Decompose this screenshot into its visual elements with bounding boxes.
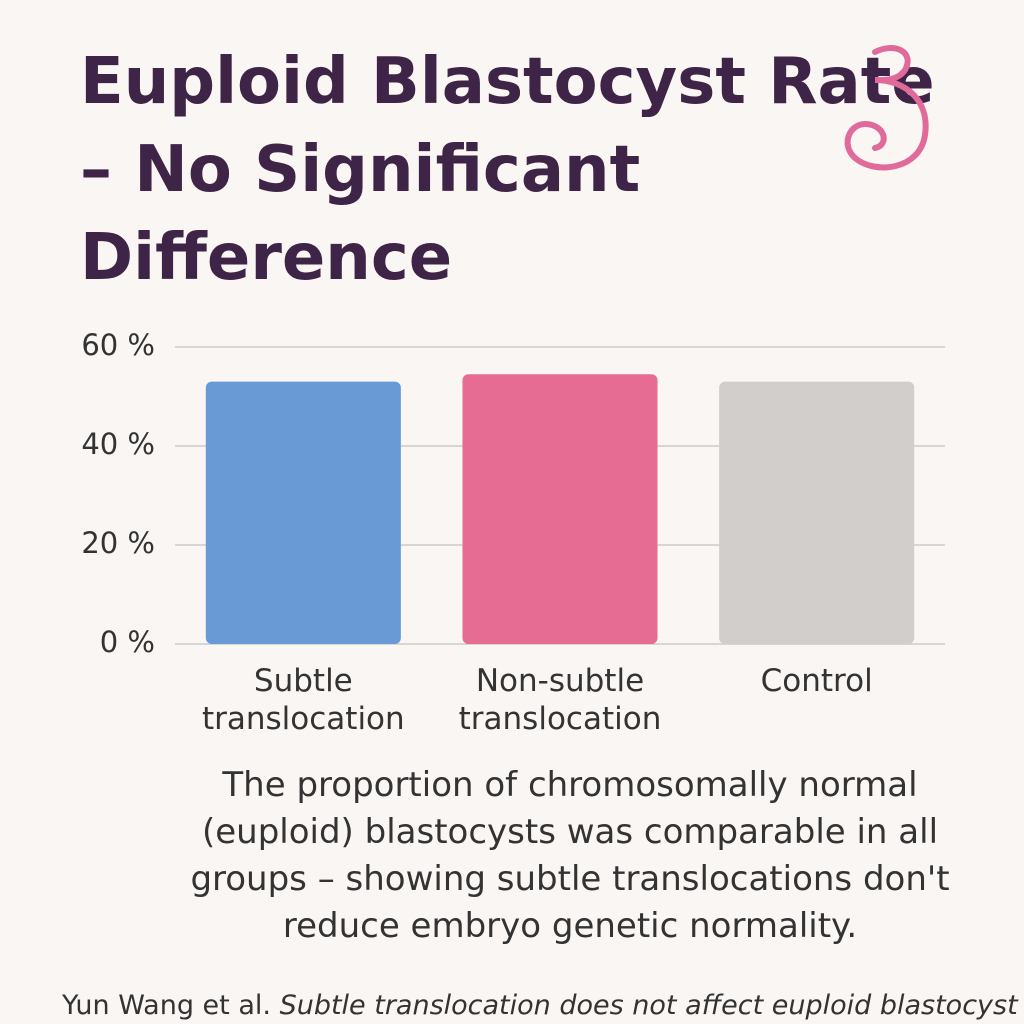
caption: The proportion of chromosomally normal (…	[190, 765, 950, 946]
y-tick-label: 60 %	[81, 328, 155, 362]
bar	[205, 381, 401, 644]
chart: 0 % 20 % 40 % 60 %	[81, 328, 945, 659]
y-tick-label: 0 %	[100, 625, 155, 659]
x-tick-label: Subtle translocation	[201, 663, 405, 737]
chart-title: Euploid Blastocyst Rate – No Significant…	[80, 45, 935, 295]
citation-authors: Yun Wang et al.	[62, 990, 271, 1021]
logo	[844, 45, 929, 171]
citation: Yun Wang et al. Subtle translocation doe…	[62, 990, 1018, 1021]
bar	[719, 381, 915, 644]
y-tick-label: 20 %	[81, 526, 155, 560]
bar	[462, 374, 658, 644]
citation-title: Subtle translocation does not affect eup…	[279, 990, 1018, 1021]
x-tick-label: Non-subtle translocation	[458, 663, 662, 737]
y-tick-label: 40 %	[81, 427, 155, 461]
x-tick-label: Control	[760, 663, 873, 699]
